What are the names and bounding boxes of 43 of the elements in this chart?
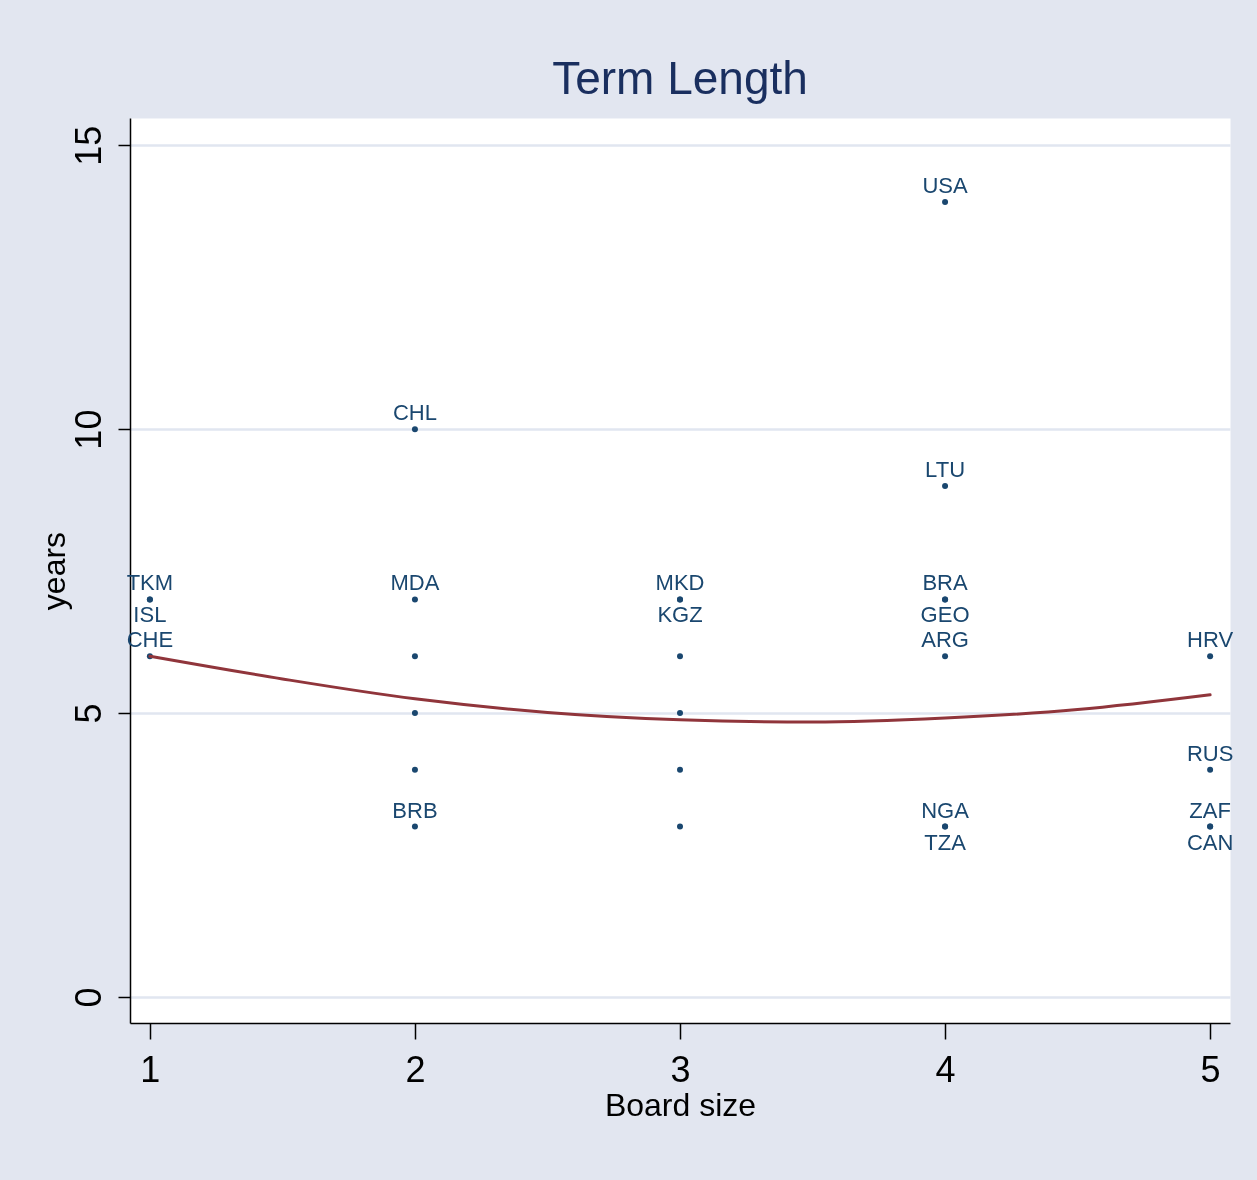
x-tick-label: 4 [935,1048,956,1090]
point [411,426,418,433]
data-label: MDA [390,570,440,596]
data-label: CHL [392,400,437,426]
point [677,710,683,716]
data-label: TZA [924,829,967,855]
x-tick-label: 1 [140,1048,161,1090]
data-label: MKD [655,570,705,596]
point [1207,766,1214,773]
point [942,199,949,206]
chart-title: Term Length [552,52,808,104]
point [411,823,418,830]
point [677,653,683,660]
point [942,482,949,489]
data-label: GEO [920,602,970,628]
data-label: RUS [1186,740,1234,766]
point [942,653,949,660]
data-label: BRB [392,797,438,823]
data-label: ARG [921,627,969,653]
x-tick-label: 2 [405,1048,426,1090]
data-label: HRV [1187,627,1234,653]
data-label: KGZ [657,602,703,628]
y-tick-label: 5 [67,703,109,724]
point [411,766,418,773]
data-label: CAN [1186,829,1234,855]
data-label: ZAF [1189,797,1231,823]
x-tick-label: 5 [1200,1048,1221,1090]
data-label: USA [922,173,968,199]
y-tick-label: 10 [67,409,109,450]
point [1207,653,1214,660]
y-tick-label: 0 [67,987,109,1008]
line-series [148,654,1212,724]
point [677,766,683,773]
y-tick-label: 15 [67,125,109,166]
data-label: LTU [925,456,966,482]
data-label: ISL [133,602,167,628]
point [411,653,418,660]
point [411,596,418,603]
y-axis-title: years [35,531,72,611]
data-label: BRA [922,570,968,596]
data-label: NGA [921,797,970,823]
point [677,823,683,830]
point [411,710,418,716]
